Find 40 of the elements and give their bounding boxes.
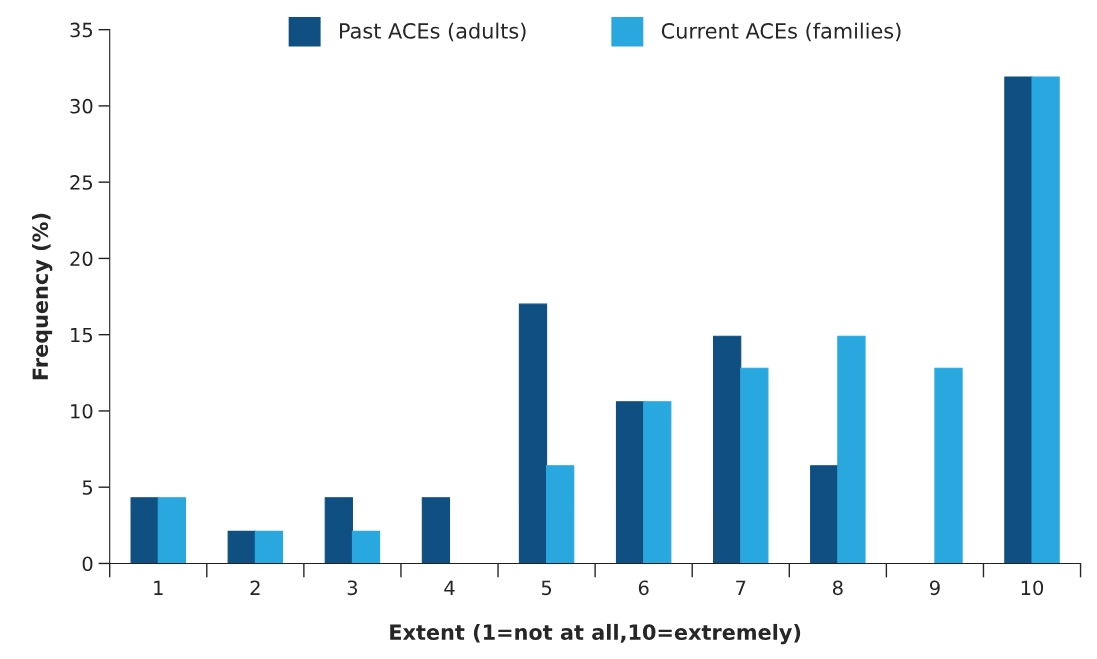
x-tick-label: 4 [444,580,455,595]
bar [740,367,769,564]
x-tick-label: 3 [347,580,358,596]
bar [1004,76,1033,564]
y-axis-title: Frequency (%) [32,213,53,380]
bar [810,465,839,564]
bar [643,401,672,564]
y-tick-label: 15 [71,327,93,343]
y-tick-label: 0 [82,556,93,572]
bar [934,367,963,564]
bar [615,401,645,564]
bar [546,465,575,564]
bar [518,303,548,564]
legend-label: Past ACEs (adults) [340,22,526,42]
x-tick-label: 8 [832,580,843,596]
y-tick-label: 30 [70,98,93,114]
x-axis-title: Extent (1=not at all,10=extremely) [390,623,801,645]
x-tick-label: 5 [541,580,552,596]
bar [713,335,742,564]
legend-label: Current ACEs (families) [661,22,901,42]
y-tick-label: 35 [70,22,93,38]
y-tick-label: 25 [70,175,93,190]
bar [157,497,186,564]
x-tick-label: 9 [929,580,940,596]
x-tick-label: 7 [736,580,746,595]
y-tick-label: 5 [82,480,93,495]
y-tick-label: 20 [70,251,93,267]
bar [1031,76,1060,564]
y-tick-label: 10 [71,403,93,419]
x-tick-label: 1 [154,580,163,595]
bar [324,497,353,564]
bar [227,530,256,564]
x-tick-label: 2 [250,580,260,595]
bar [254,530,284,564]
bar [421,497,451,564]
x-tick-label: 6 [638,580,649,596]
bar [130,497,159,564]
bar [351,530,381,564]
x-tick-label: 10 [1021,580,1044,596]
bar [837,335,866,564]
